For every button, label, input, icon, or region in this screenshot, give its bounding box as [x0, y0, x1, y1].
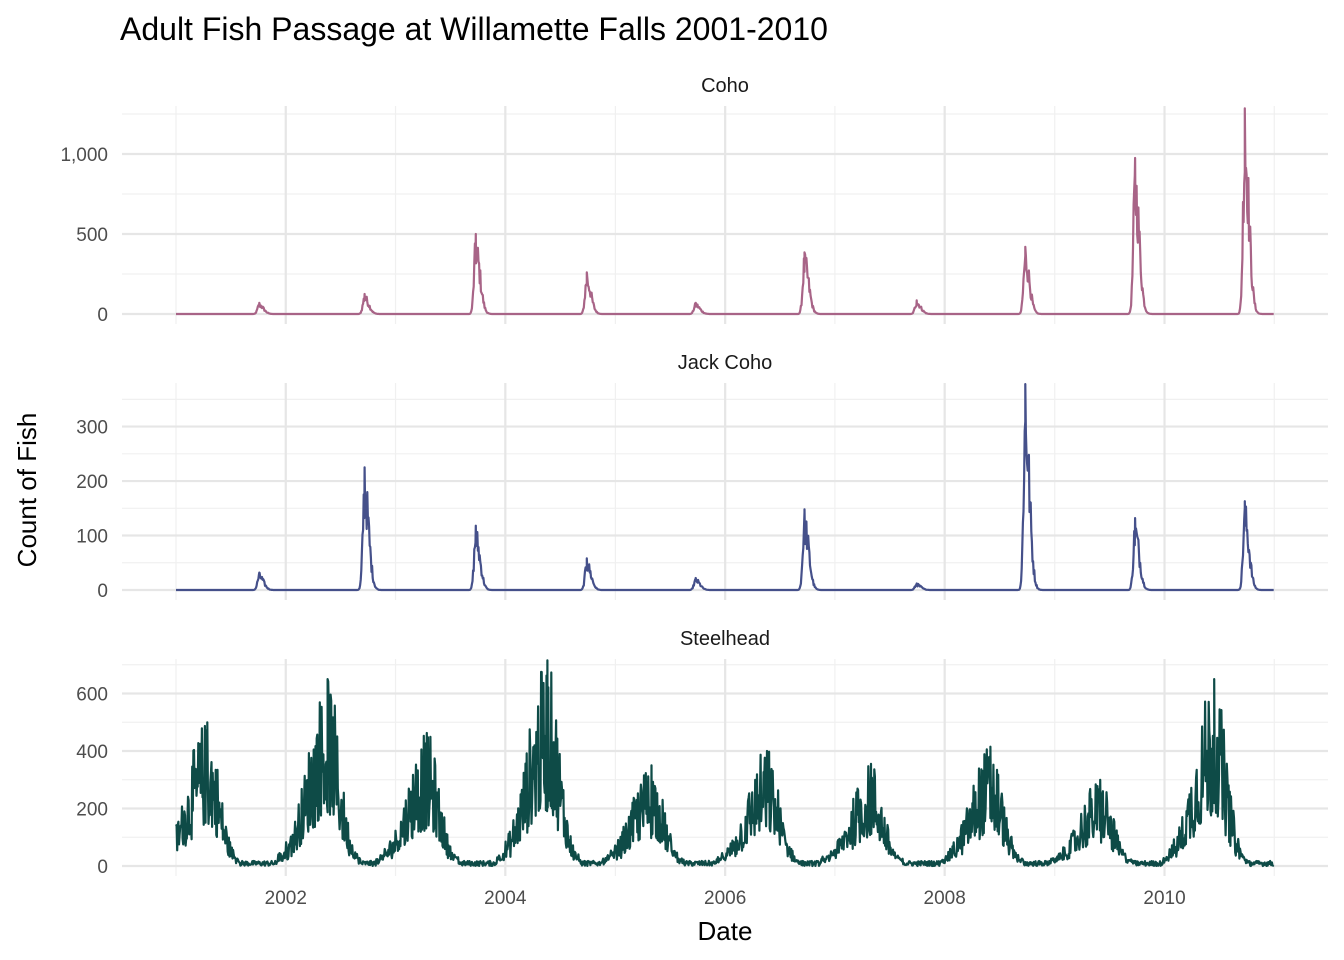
y-tick-label: 200	[76, 800, 108, 821]
peak-point	[475, 524, 477, 527]
peak-point	[1134, 157, 1136, 159]
peak-point	[206, 721, 209, 724]
peak-point	[1244, 500, 1246, 503]
y-tick-label: 200	[76, 472, 108, 493]
chart-title: Adult Fish Passage at Willamette Falls 2…	[120, 11, 828, 47]
peak-point	[326, 678, 329, 680]
peak-point	[586, 271, 588, 274]
peak-point	[1024, 383, 1027, 385]
y-tick-label: 0	[97, 857, 108, 878]
y-tick-label: 600	[76, 685, 108, 706]
peak-point	[989, 745, 992, 748]
y-tick-label: 1,000	[60, 145, 108, 166]
peak-point	[650, 764, 653, 767]
peak-point	[1099, 778, 1101, 781]
peak-point	[363, 293, 366, 295]
peak-point	[915, 582, 918, 585]
peak-point	[803, 251, 806, 254]
series-line	[175, 383, 1275, 592]
peak-point	[1244, 107, 1246, 110]
peak-point	[1213, 678, 1215, 680]
y-tick-label: 400	[76, 742, 108, 763]
x-tick-label: 2010	[1143, 888, 1185, 909]
peak-point	[694, 302, 697, 304]
y-axis-title: Count of Fish	[12, 413, 42, 568]
peak-point	[915, 299, 918, 302]
x-tick-label: 2008	[924, 888, 966, 909]
x-tick-label: 2004	[484, 888, 527, 909]
peak-point	[258, 571, 261, 574]
y-tick-label: 500	[76, 225, 108, 246]
panel-strip-label: Steelhead	[680, 628, 770, 650]
panel-steelhead: Steelhead 0 200 400 600	[76, 628, 1328, 878]
series-line	[175, 107, 1275, 316]
x-tick-label: 2002	[265, 888, 307, 909]
series-line	[175, 659, 1275, 868]
panel-coho: Coho 0 500 1,000	[60, 75, 1328, 326]
peak-point	[475, 233, 477, 235]
peak-point	[870, 763, 872, 765]
y-tick-label: 300	[76, 418, 108, 439]
panels: Coho 0 500 1,000 Jack Coho 0 100 200 300 Steelhea…	[60, 75, 1328, 878]
peak-point	[694, 577, 697, 579]
y-tick-label: 0	[97, 581, 108, 602]
panel-jack-coho: Jack Coho 0 100 200 300	[76, 352, 1328, 602]
peak-point	[1134, 517, 1136, 519]
peak-point	[586, 557, 588, 560]
panel-strip-label: Jack Coho	[678, 352, 773, 374]
peak-point	[546, 659, 549, 662]
x-axis: 2002 2004 2006 2008 2010	[265, 888, 1186, 909]
peak-point	[426, 732, 428, 735]
y-tick-label: 100	[76, 527, 108, 548]
peak-point	[766, 750, 768, 752]
panel-strip-label: Coho	[701, 75, 749, 97]
peak-point	[258, 302, 261, 304]
x-tick-label: 2006	[704, 888, 746, 909]
peak-point	[1024, 246, 1027, 248]
y-tick-label: 0	[97, 305, 108, 326]
peak-point	[363, 466, 366, 469]
peak-point	[803, 508, 806, 511]
x-axis-title: Date	[698, 916, 753, 946]
